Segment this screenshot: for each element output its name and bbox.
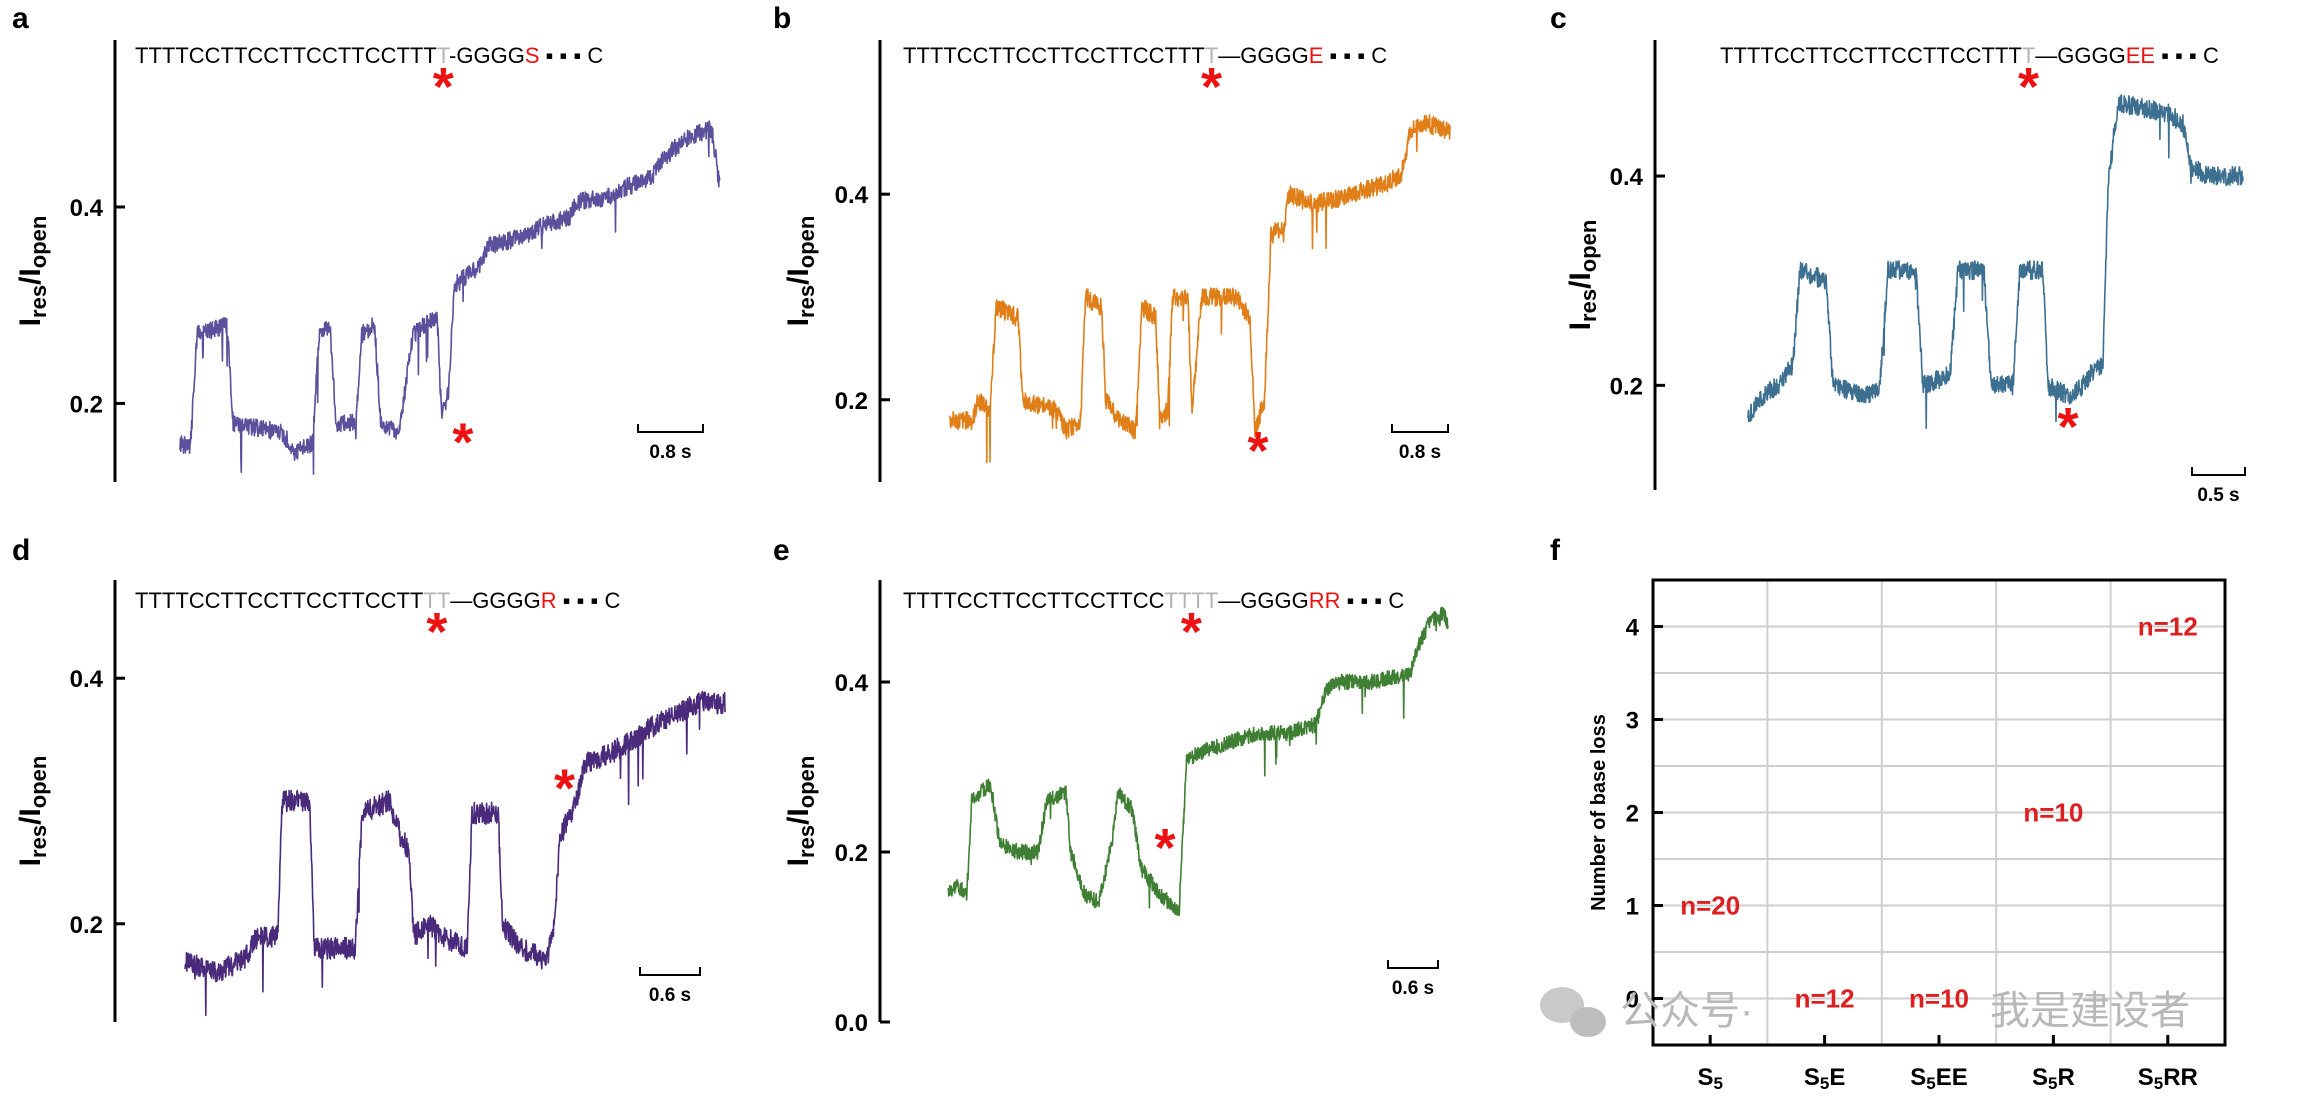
scale-bar-label: 0.8 s <box>649 442 691 463</box>
asterisk-marker: * <box>433 57 454 117</box>
scale-bar-label: 0.5 s <box>2197 485 2239 506</box>
y-tick-label: 0.4 <box>1610 164 1644 191</box>
asterisk-marker: * <box>554 759 575 819</box>
panel-label: b <box>773 2 791 35</box>
y-tick-label: 3 <box>1626 708 1639 735</box>
watermark-text-2: 我是建设者 <box>1990 989 2190 1033</box>
scale-bar-label: 0.6 s <box>649 985 691 1006</box>
panel-label: f <box>1550 534 1561 567</box>
scale-bar <box>1391 424 1449 433</box>
y-tick-label: 1 <box>1626 894 1639 921</box>
scale-bar <box>2191 467 2246 476</box>
sequence-label: TTTTCCTTCCTTCCTTCCTTTT—GGGGE ▪ ▪ ▪ C <box>903 43 1387 68</box>
scale-bar-label: 0.6 s <box>1392 978 1434 999</box>
panel-a: a 0.2 0.4 Ires/Iopen TTTTCCTTCCTTCCTTCCTTTT-… <box>12 2 721 482</box>
count-label: n=20 <box>1680 891 1740 921</box>
sequence-label: TTTTCCTTCCTTCCTTCCTTTT—GGGGEE ▪ ▪ ▪ C <box>1720 43 2219 68</box>
scale-bar-label: 0.8 s <box>1399 442 1441 463</box>
sequence-label: TTTTCCTTCCTTCCTTCCTTTT-GGGGS ▪ ▪ ▪ C <box>135 43 603 68</box>
x-tick-label: S5R <box>2032 1064 2075 1093</box>
y-axis-label: Ires/Iopen <box>1564 220 1601 331</box>
sequence-label: TTTTCCTTCCTTCCTTCCTTTT—GGGGR ▪ ▪ ▪ C <box>135 588 620 613</box>
y-axis-label: Ires/Iopen <box>782 756 819 867</box>
y-axis-label: Number of base loss <box>1588 714 1610 911</box>
y-axis-label: Ires/Iopen <box>14 756 51 867</box>
wechat-icon-bubble <box>1570 1007 1606 1037</box>
asterisk-marker: * <box>1181 602 1202 662</box>
panel-label: e <box>773 534 790 567</box>
panel-b: b 0.2 0.4 Ires/Iopen TTTTCCTTCCTTCCTTCCTTTT—… <box>773 2 1451 482</box>
count-label: n=12 <box>2138 612 2198 642</box>
y-tick-label: 0.2 <box>835 840 868 867</box>
count-label: n=10 <box>1909 984 1969 1014</box>
panel-f: f 0 1 2 3 4 Number of base loss S5 S5E S5EE S5R S5R… <box>1550 534 2227 1093</box>
y-axis-label: Ires/Iopen <box>782 216 819 327</box>
watermark: 公众号· 我是建设者 <box>1540 987 2190 1037</box>
y-tick-label: 0.4 <box>835 670 869 697</box>
trace-line <box>184 691 726 1017</box>
trace-line <box>179 120 721 475</box>
y-tick-label: 0.2 <box>70 912 103 939</box>
asterisk-marker: * <box>426 602 447 662</box>
trace-line <box>947 606 1449 917</box>
scale-bar <box>1387 960 1439 969</box>
y-tick-label: 0.2 <box>1610 373 1643 400</box>
panel-label: d <box>12 534 30 567</box>
scale-bar <box>637 424 704 433</box>
panel-d: d 0.2 0.4 Ires/Iopen TTTTCCTTCCTTCCTTCCTTTT—… <box>12 534 726 1022</box>
asterisk-marker: * <box>1154 818 1175 878</box>
scale-bar <box>639 967 701 976</box>
x-tick-label: S5E <box>1804 1064 1846 1093</box>
y-tick-label: 0.4 <box>70 666 104 693</box>
y-tick-label: 4 <box>1626 615 1640 642</box>
panel-e: e 0.0 0.2 0.4 Ires/Iopen TTTTCCTTCCTTCCTTCCTT… <box>773 534 1449 1037</box>
asterisk-marker: * <box>452 413 473 473</box>
y-tick-label: 0.0 <box>835 1010 868 1037</box>
trace-line <box>949 114 1451 464</box>
panel-label: c <box>1550 2 1567 35</box>
asterisk-marker: * <box>1201 57 1222 117</box>
trace-line <box>1747 94 2244 429</box>
count-label: n=12 <box>1795 984 1855 1014</box>
sequence-label: TTTTCCTTCCTTCCTTCCTTTT—GGGGRR ▪ ▪ ▪ C <box>903 588 1404 613</box>
asterisk-marker: * <box>2057 397 2078 457</box>
y-tick-label: 0.2 <box>70 391 103 418</box>
panel-label: a <box>12 2 29 35</box>
y-tick-label: 2 <box>1626 801 1639 828</box>
x-tick-label: S5EE <box>1910 1064 1968 1093</box>
y-tick-label: 0.4 <box>835 182 869 209</box>
asterisk-marker: * <box>2018 57 2039 117</box>
x-tick-label: S5RR <box>2138 1064 2198 1093</box>
count-label: n=10 <box>2023 798 2083 828</box>
y-tick-label: 0 <box>1626 987 1639 1014</box>
y-tick-label: 0.4 <box>70 195 104 222</box>
x-tick-label: S5 <box>1697 1064 1722 1093</box>
panel-c: c 0.2 0.4 Ires/Iopen TTTTCCTTCCTTCCTTCCTTTT—… <box>1550 2 2246 506</box>
asterisk-marker: * <box>1248 421 1269 481</box>
y-axis-label: Ires/Iopen <box>14 216 51 327</box>
watermark-text-1: 公众号· <box>1620 989 1753 1033</box>
y-tick-label: 0.2 <box>835 388 868 415</box>
